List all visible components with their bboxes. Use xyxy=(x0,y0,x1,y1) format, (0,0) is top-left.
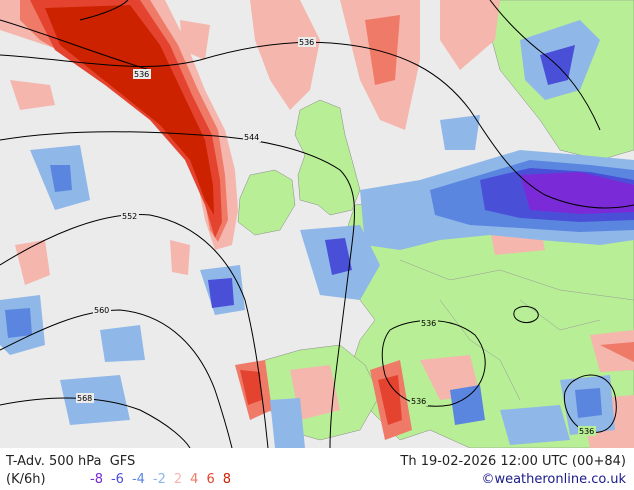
legend-item: -6 xyxy=(110,472,124,487)
contour-ne xyxy=(489,0,601,131)
borders xyxy=(399,259,634,401)
map-footer: T-Adv. 500 hPa GFS Th 19-02-2026 12:00 U… xyxy=(0,448,634,490)
contour-labels: 536 536 544 552 560 568 536 536 536 xyxy=(76,37,596,436)
model-name: GFS xyxy=(109,454,136,469)
contour-536-north xyxy=(0,41,634,209)
contour-top-left xyxy=(79,0,129,21)
contour-blob-east xyxy=(513,305,539,323)
weather-map: 536 536 544 552 560 568 536 536 536 xyxy=(0,0,634,448)
contour-label: 536 xyxy=(421,319,436,328)
product-line: T-Adv. 500 hPa GFS xyxy=(6,454,135,469)
contour-560 xyxy=(0,309,233,448)
contour-label: 568 xyxy=(77,394,92,403)
contour-label: 544 xyxy=(244,133,259,142)
contour-544 xyxy=(0,131,355,448)
legend-item: 6 xyxy=(206,472,215,487)
contour-label: 536 xyxy=(411,397,426,406)
legend-item: -8 xyxy=(90,472,103,487)
contour-552 xyxy=(0,213,269,448)
contour-536-nw xyxy=(0,19,151,71)
cold-advection xyxy=(0,20,634,448)
contour-label: 536 xyxy=(299,38,314,47)
product-name: T-Adv. 500 hPa xyxy=(6,454,102,469)
color-legend: -8 -6 -4 -2 2 4 6 8 xyxy=(90,472,239,487)
units-label: (K/6h) xyxy=(6,472,46,487)
contour-label: 552 xyxy=(122,212,137,221)
contour-label: 536 xyxy=(134,70,149,79)
contour-label: 536 xyxy=(579,427,594,436)
warm-advection xyxy=(0,0,634,448)
legend-item: -2 xyxy=(152,472,166,487)
valid-datetime: Th 19-02-2026 12:00 UTC (00+84) xyxy=(400,454,626,469)
contour-label: 560 xyxy=(94,306,109,315)
legend-item: -4 xyxy=(131,472,145,487)
credit-link[interactable]: ©weatheronline.co.uk xyxy=(481,472,626,487)
legend-item: 2 xyxy=(173,472,183,487)
contours xyxy=(0,0,634,448)
legend-item: 4 xyxy=(190,472,199,487)
legend-item: 8 xyxy=(222,472,231,487)
contour-568 xyxy=(0,397,191,448)
contour-536-iberia xyxy=(381,320,486,407)
